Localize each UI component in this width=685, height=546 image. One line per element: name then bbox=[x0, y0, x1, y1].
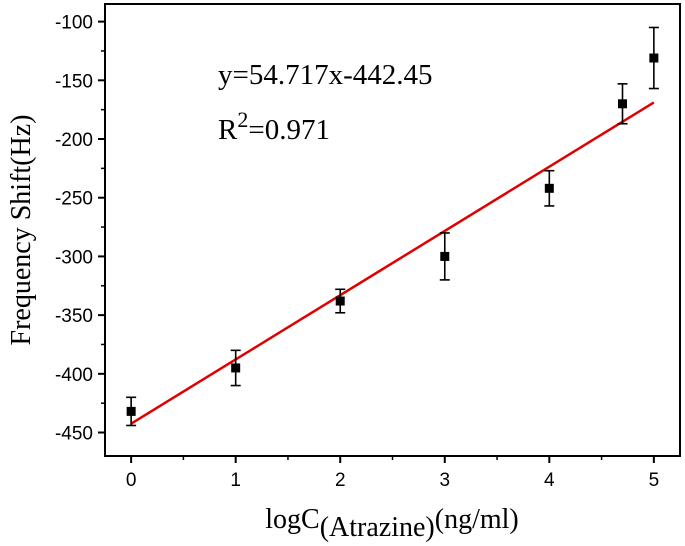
y-tick-label: -200 bbox=[55, 130, 93, 151]
x-tick-label: 5 bbox=[649, 470, 660, 491]
fit-line-layer bbox=[130, 101, 655, 425]
square-marker bbox=[335, 296, 345, 306]
fit-equation: y=54.717x-442.45 bbox=[218, 59, 433, 91]
x-axis-title-main: logC bbox=[265, 504, 319, 535]
fit-line bbox=[130, 101, 655, 425]
y-tick-label: -150 bbox=[55, 71, 93, 92]
data-points-layer bbox=[126, 26, 659, 427]
data-point bbox=[648, 26, 659, 90]
y-tick-label: -450 bbox=[55, 424, 93, 445]
x-tick-label: 3 bbox=[439, 470, 450, 491]
data-point bbox=[335, 288, 346, 314]
ticks-layer: -100 -150 -200 -250 -300 -350 -400 -450 0 1 2 3 4 5 bbox=[55, 13, 659, 491]
square-marker bbox=[649, 53, 659, 63]
y-tick-label: -300 bbox=[55, 247, 93, 268]
x-tick-label: 1 bbox=[230, 470, 241, 491]
x-axis-title-unit: (ng/ml) bbox=[435, 504, 519, 535]
y-tick-label: -400 bbox=[55, 365, 93, 386]
data-point bbox=[544, 169, 555, 207]
data-point bbox=[439, 232, 450, 281]
square-marker bbox=[618, 99, 627, 109]
y-tick-label: -100 bbox=[55, 13, 93, 34]
r-squared-exponent: 2 bbox=[237, 107, 248, 132]
x-tick-label: 0 bbox=[126, 470, 137, 491]
data-point bbox=[617, 83, 628, 125]
data-point bbox=[126, 396, 137, 427]
x-tick-label: 2 bbox=[335, 470, 346, 491]
r-squared: R2=0.971 bbox=[218, 107, 330, 146]
square-marker bbox=[544, 183, 554, 193]
r-squared-prefix: R bbox=[218, 114, 238, 146]
r-squared-value: =0.971 bbox=[248, 114, 330, 146]
square-marker bbox=[231, 363, 241, 373]
y-tick-label: -350 bbox=[55, 306, 93, 327]
y-tick-label: -250 bbox=[55, 189, 93, 210]
square-marker bbox=[126, 406, 136, 416]
y-axis-title: Frequency Shift(Hz) bbox=[6, 115, 37, 346]
data-point bbox=[230, 349, 241, 387]
square-marker bbox=[440, 251, 450, 261]
x-axis-title: logC(Atrazine)(ng/ml) bbox=[265, 504, 519, 543]
x-axis-title-subscript: (Atrazine) bbox=[320, 512, 435, 543]
x-tick-label: 4 bbox=[544, 470, 555, 491]
